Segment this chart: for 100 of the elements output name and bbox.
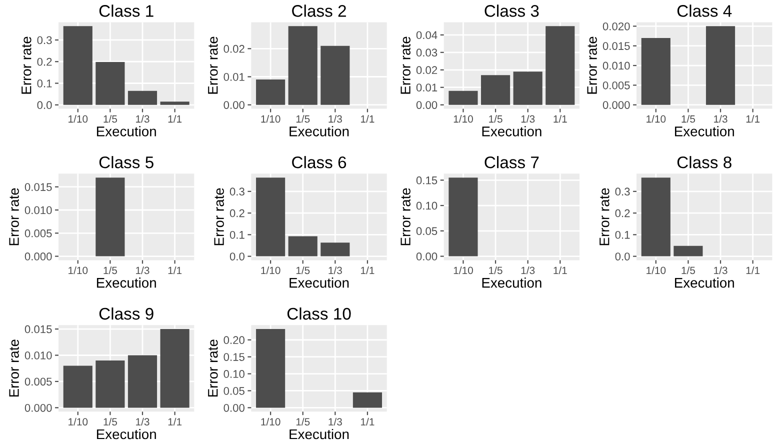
- x-tick-label: 1/10: [454, 115, 473, 123]
- x-axis-title: Execution: [482, 126, 542, 136]
- x-tick-label: 1/1: [554, 266, 567, 274]
- y-tick-label: 0.005: [24, 378, 52, 386]
- y-tick-label: 0.20: [224, 336, 244, 344]
- y-tick-label: 0.10: [416, 202, 438, 210]
- y-tick-label: 0.03: [416, 48, 438, 57]
- y-tick-label: 0.000: [24, 252, 52, 260]
- x-axis-title: Execution: [290, 428, 349, 440]
- x-tick-label: 1/5: [104, 418, 117, 426]
- y-axis-title: Error rate: [400, 36, 410, 94]
- bar: [288, 26, 318, 105]
- x-tick-label: 1/3: [136, 418, 150, 426]
- chart-title: Class 4: [677, 4, 732, 17]
- y-tick-label: 0.000: [24, 404, 52, 412]
- chart-title: Class 3: [484, 4, 539, 17]
- x-axis-title: Execution: [290, 126, 349, 136]
- y-axis-title: Error rate: [22, 36, 32, 94]
- bar: [448, 90, 478, 105]
- x-tick-label: 1/3: [328, 115, 342, 123]
- y-tick-label: 0.02: [224, 44, 244, 53]
- x-tick-label: 1/3: [521, 266, 535, 274]
- x-axis-title: Execution: [290, 278, 349, 288]
- x-axis-title: Execution: [96, 278, 156, 288]
- x-tick-label: 1/5: [296, 266, 310, 274]
- bar: [513, 72, 542, 105]
- y-tick-label: 0.01: [416, 84, 438, 92]
- y-tick-label: 0.1: [615, 230, 630, 239]
- x-tick-label: 1/10: [454, 266, 473, 274]
- bar: [63, 366, 92, 408]
- y-tick-label: 0.01: [224, 73, 244, 81]
- chart-title: Class 7: [484, 156, 539, 168]
- y-tick-label: 0.04: [416, 31, 438, 40]
- y-axis-title: Error rate: [587, 36, 597, 94]
- y-tick-label: 0.2: [37, 58, 52, 66]
- y-tick-label: 0.0: [230, 252, 244, 260]
- y-tick-label: 0.010: [602, 62, 630, 70]
- bar: [256, 178, 286, 256]
- y-tick-label: 0.00: [224, 101, 244, 109]
- y-tick-label: 0.3: [615, 188, 630, 196]
- x-tick-label: 1/10: [68, 418, 88, 426]
- y-tick-label: 0.005: [602, 81, 630, 90]
- y-axis-title: Error rate: [214, 188, 224, 246]
- y-tick-label: 0.00: [224, 404, 244, 412]
- bar: [320, 242, 350, 256]
- x-tick-label: 1/3: [714, 266, 728, 274]
- bar: [320, 46, 350, 105]
- chart-title: Class 10: [287, 307, 351, 320]
- x-tick-label: 1/10: [646, 115, 666, 123]
- bar: [96, 360, 125, 408]
- x-tick-label: 1/1: [554, 115, 567, 123]
- chart-title: Class 2: [292, 4, 346, 17]
- x-tick-label: 1/5: [489, 266, 502, 274]
- y-axis-title: Error rate: [400, 188, 410, 246]
- y-tick-label: 0.15: [416, 176, 438, 184]
- x-tick-label: 1/5: [682, 115, 696, 123]
- y-tick-label: 0.00: [416, 252, 438, 260]
- y-tick-label: 0.05: [416, 227, 438, 236]
- y-tick-label: 0.0: [615, 252, 630, 260]
- chart-title: Class 9: [99, 307, 154, 320]
- bar: [160, 102, 190, 105]
- y-axis-title: Error rate: [208, 340, 218, 397]
- x-tick-label: 1/10: [261, 115, 280, 123]
- x-tick-label: 1/1: [361, 115, 374, 123]
- y-tick-label: 0.02: [416, 66, 438, 74]
- bar: [63, 26, 92, 105]
- x-tick-label: 1/10: [68, 266, 88, 274]
- x-tick-label: 1/1: [361, 266, 374, 274]
- y-tick-label: 0.010: [24, 206, 52, 214]
- x-axis-title: Execution: [96, 126, 156, 136]
- x-tick-label: 1/5: [104, 115, 117, 123]
- bar: [128, 90, 158, 105]
- x-tick-label: 1/1: [746, 266, 760, 274]
- chart-title: Class 8: [677, 156, 732, 168]
- x-tick-label: 1/3: [328, 418, 342, 426]
- y-tick-label: 0.3: [37, 36, 52, 44]
- y-tick-label: 0.010: [24, 352, 52, 360]
- chart-title: Class 6: [292, 156, 346, 168]
- bar: [96, 62, 125, 105]
- y-tick-label: 0.015: [24, 183, 52, 191]
- y-tick-label: 0.000: [602, 101, 630, 109]
- y-axis-title: Error rate: [9, 340, 19, 397]
- y-tick-label: 0.015: [24, 325, 52, 334]
- x-tick-label: 1/1: [168, 418, 182, 426]
- x-tick-label: 1/10: [261, 418, 280, 426]
- x-tick-label: 1/3: [136, 115, 150, 123]
- x-tick-label: 1/5: [682, 266, 696, 274]
- y-tick-label: 0.2: [230, 209, 244, 218]
- y-tick-label: 0.1: [37, 80, 52, 88]
- y-tick-label: 0.00: [416, 101, 438, 109]
- bar: [546, 26, 575, 105]
- y-tick-label: 0.2: [615, 209, 630, 218]
- bar: [160, 329, 190, 408]
- y-axis-title: Error rate: [9, 188, 19, 246]
- x-tick-label: 1/1: [168, 266, 182, 274]
- x-tick-label: 1/3: [328, 266, 342, 274]
- x-tick-label: 1/5: [104, 266, 117, 274]
- x-tick-label: 1/5: [296, 418, 310, 426]
- x-axis-title: Execution: [482, 278, 542, 288]
- x-tick-label: 1/1: [361, 418, 374, 426]
